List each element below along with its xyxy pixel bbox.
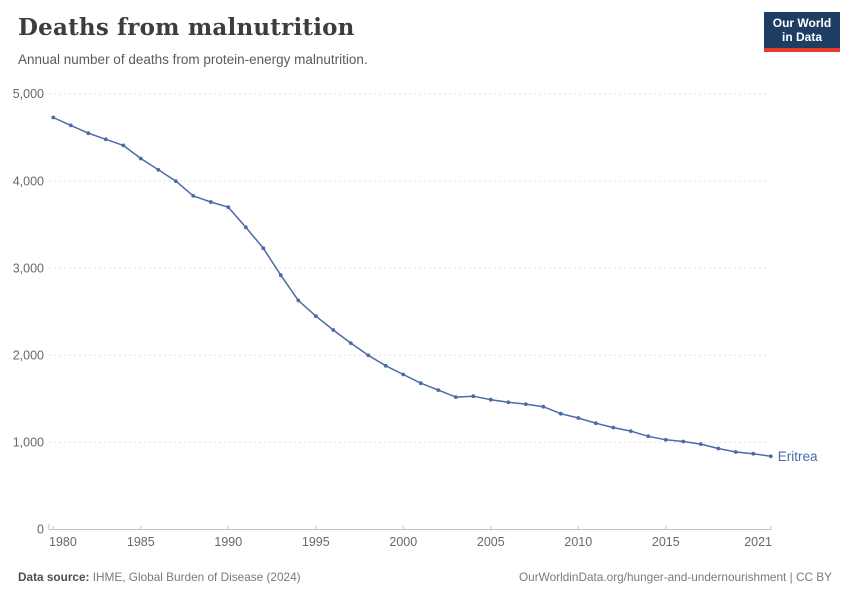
- data-source-label: Data source:: [18, 570, 90, 584]
- data-point: [313, 314, 318, 318]
- chart-footer: Data source: IHME, Global Burden of Dise…: [0, 566, 850, 590]
- data-point: [453, 395, 458, 399]
- owid-logo-line1: Our World: [772, 16, 832, 30]
- owid-logo-line2: in Data: [781, 30, 822, 44]
- data-point: [611, 425, 616, 430]
- data-point: [86, 131, 91, 136]
- data-point: [68, 123, 73, 128]
- y-tick-label: 5,000: [13, 87, 44, 101]
- data-point: [278, 273, 283, 278]
- data-point: [576, 416, 581, 420]
- y-tick-label: 2,000: [13, 349, 44, 363]
- data-point: [348, 341, 353, 345]
- data-point: [243, 225, 248, 230]
- y-tick-label: 1,000: [13, 436, 44, 450]
- data-point: [173, 179, 178, 184]
- x-tick-label: 2005: [477, 535, 505, 549]
- entity-label: Eritrea: [778, 449, 818, 464]
- data-point: [768, 454, 773, 459]
- data-point: [541, 404, 546, 409]
- data-point: [558, 411, 563, 416]
- data-point: [138, 156, 143, 161]
- data-point: [208, 200, 213, 204]
- y-tick-label: 0: [37, 523, 44, 537]
- x-tick-label: 1990: [214, 535, 242, 549]
- data-point: [156, 167, 161, 172]
- data-point: [103, 137, 108, 142]
- data-point: [471, 394, 476, 399]
- data-point: [593, 421, 598, 426]
- credit-link[interactable]: OurWorldinData.org/hunger-and-undernouri…: [519, 570, 832, 584]
- data-point: [488, 397, 493, 402]
- data-point: [698, 442, 703, 446]
- data-point: [51, 115, 56, 120]
- x-tick-label: 2000: [389, 535, 417, 549]
- x-tick-label: 1985: [127, 535, 155, 549]
- data-point: [226, 205, 231, 210]
- data-point: [191, 194, 196, 198]
- data-point: [418, 381, 423, 386]
- data-point: [506, 400, 511, 405]
- page-title: Deaths from malnutrition: [18, 14, 355, 41]
- x-tick-label: 1995: [302, 535, 330, 549]
- data-point: [366, 353, 371, 358]
- data-point: [383, 363, 388, 368]
- owid-logo[interactable]: Our World in Data: [764, 12, 840, 52]
- data-point: [681, 439, 686, 444]
- data-point: [436, 388, 441, 392]
- x-tick-label: 2010: [564, 535, 592, 549]
- data-source-text: IHME, Global Burden of Disease (2024): [89, 570, 301, 584]
- data-point: [331, 328, 336, 332]
- x-tick-label: 2021: [744, 535, 772, 549]
- data-point: [401, 372, 406, 377]
- data-point: [296, 298, 301, 303]
- line-chart: 0 1,000 2,000 3,000 4,000 5,000 1980 1985 1990 19…: [13, 87, 818, 549]
- data-line: [52, 116, 772, 458]
- chart-subtitle: Annual number of deaths from protein-ene…: [18, 52, 368, 67]
- x-tick-label: 1980: [49, 535, 77, 549]
- data-point: [646, 434, 651, 439]
- y-tick-label: 3,000: [13, 261, 44, 275]
- data-point: [716, 446, 721, 451]
- data-source-note: Data source: IHME, Global Burden of Dise…: [18, 570, 301, 584]
- data-point: [261, 246, 266, 251]
- data-point: [628, 429, 633, 433]
- data-point: [751, 451, 756, 456]
- data-point: [523, 402, 528, 406]
- data-point: [121, 143, 126, 148]
- data-point: [663, 437, 668, 442]
- x-tick-label: 2015: [652, 535, 680, 549]
- y-tick-label: 4,000: [13, 174, 44, 188]
- data-point: [733, 450, 738, 454]
